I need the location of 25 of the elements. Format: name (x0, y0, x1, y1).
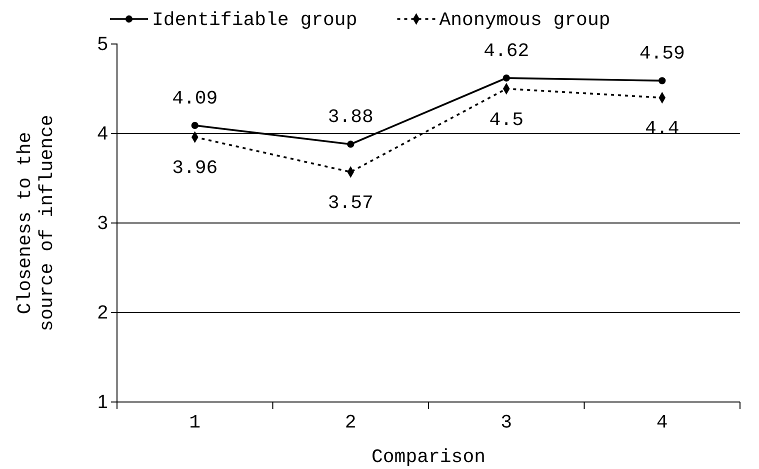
y-tick-label: 3 (97, 213, 108, 234)
point (191, 122, 198, 130)
data-label: 3.96 (172, 157, 218, 180)
y-tick-label: 5 (97, 34, 108, 56)
x-axis-title: Comparison (371, 446, 486, 468)
point (658, 77, 666, 84)
legend-label: Identifiable group (152, 9, 358, 31)
data-label: 3.57 (328, 192, 374, 214)
y-tick-label: 2 (97, 302, 108, 324)
data-label: 4.59 (639, 42, 685, 65)
y-tick-label: 4 (97, 124, 108, 145)
data-label: 4.5 (489, 108, 524, 131)
data-label: 4.09 (172, 87, 218, 110)
x-tick-label: 1 (189, 411, 201, 434)
x-tick-label: 2 (344, 411, 356, 434)
data-label: 4.62 (484, 40, 530, 62)
data-label: 4.4 (645, 118, 680, 140)
y-tick-label: 1 (97, 392, 108, 414)
y-axis-title: Closeness to the source of influence (14, 114, 58, 332)
x-tick-label: 3 (500, 411, 512, 434)
data-label: 3.88 (328, 106, 374, 128)
point (502, 74, 510, 82)
x-tick-label: 4 (656, 411, 668, 434)
legend-label: Anonymous group (439, 9, 610, 31)
point (347, 140, 354, 148)
